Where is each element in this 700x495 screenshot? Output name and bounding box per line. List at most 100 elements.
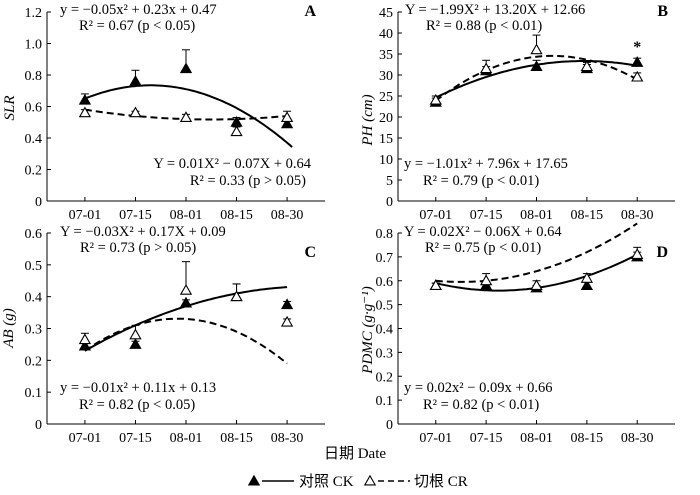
fit-equation-label: R² = 0.82 (p < 0.05) [79,397,195,413]
x-tick-label: 07-01 [419,208,452,223]
panel-label: D [656,244,668,261]
y-tick-label: 0.2 [25,354,43,369]
significance-mark: * [633,39,641,56]
data-point-ck [78,93,92,105]
data-point-cr [580,60,594,72]
x-tick-label: 07-15 [470,208,503,223]
y-tick-label: 0 [386,418,393,433]
fit-equation-label: R² = 0.67 (p < 0.05) [79,18,195,34]
y-tick-label: 0.6 [25,101,43,116]
legend-marker-0 [247,474,261,486]
data-point-cr [280,315,294,327]
data-point-cr [530,43,543,55]
x-tick-label: 08-01 [170,208,203,223]
y-tick-label: 0.6 [376,275,394,290]
panel-b: 0 5 10 15 20 25 30 35 40 45 07-01 07-15 08-01 08-15 08… [360,2,675,223]
data-point-cr [179,111,193,122]
y-tick-label: 0 [35,418,42,433]
data-point-ck [530,60,543,72]
y-tick-label: 0.4 [25,132,43,147]
fit-equation-label: R² = 0.73 (p > 0.05) [80,240,196,256]
y-tick-label: 25 [379,90,393,105]
data-point-cr [429,279,442,290]
data-point-cr [580,272,594,283]
data-point-cr [78,333,92,345]
data-point-ck [179,296,193,308]
data-point-cr [631,70,644,82]
x-tick-label: 08-15 [571,431,604,446]
fit-equation-label: Y = 0.01X² − 0.07X + 0.64 [153,156,311,172]
x-tick-label: 07-01 [419,431,452,446]
x-tick-label: 08-30 [271,208,304,223]
y-tick-label: 0.5 [376,299,394,314]
y-tick-label: 35 [379,48,393,63]
y-tick-label: 1.0 [25,38,43,53]
data-point-ck [179,62,193,74]
data-point-cr [230,290,243,302]
panel-d: 0 0.1 0.2 0.3 0.4 0.5 0.6 0.7 0.8 07-01 07-15 08-01… [360,222,675,446]
y-tick-label: 0.2 [25,164,43,179]
panel-a: 0 0.2 0.4 0.6 0.8 1.0 1.2 07-01 07-15 08-01 08-15 0… [2,2,325,223]
data-point-cr [479,274,493,286]
y-tick-label: 0.5 [25,259,43,274]
y-tick-label: 0.8 [25,69,43,84]
data-point-cr [280,111,294,122]
y-tick-label: 0.3 [25,323,43,338]
data-point-cr [429,93,442,105]
y-axis-label: PDMC (g·g⁻¹) [360,286,376,374]
fit-equation-label: y = −1.01x² + 7.96x + 17.65 [404,156,568,172]
fit-curve-cr [435,54,638,102]
x-tick-label: 07-15 [119,431,152,446]
data-point-cr [530,279,543,290]
x-tick-label: 08-01 [520,431,553,446]
y-axis-label: SLR [2,95,18,120]
y-tick-label: 20 [379,111,393,126]
data-point-cr [179,283,193,295]
x-tick-label: 08-30 [271,431,304,446]
data-point-ck [631,56,644,67]
x-tick-label: 07-01 [69,431,102,446]
data-point-ck [580,279,594,290]
data-point-cr [230,125,243,137]
x-tick-label: 08-30 [621,431,654,446]
fit-equation-label: R² = 0.79 (p < 0.01) [423,173,539,189]
y-tick-label: 0.2 [376,370,394,385]
y-tick-label: 45 [379,6,393,21]
y-tick-label: 30 [379,69,393,84]
x-tick-label: 08-01 [520,208,553,223]
y-tick-label: 0.1 [376,394,394,409]
data-point-cr [129,106,142,118]
x-tick-label: 08-01 [170,431,203,446]
fit-curve-cr [84,317,288,365]
fit-equation-label: Y = 0.02X² − 0.06X + 0.64 [404,224,562,240]
panel-c: 0 0.1 0.2 0.3 0.4 0.5 0.6 07-01 07-15 08-01 08-15 0… [1,224,325,446]
y-tick-label: 0.8 [376,227,394,242]
data-point-ck [280,298,294,310]
data-point-cr [78,106,92,118]
fit-equation-label: y = −0.05x² + 0.23x + 0.47 [60,2,217,18]
x-tick-label: 08-15 [571,208,604,223]
y-axis-label: PH (cm) [360,94,376,146]
y-tick-label: 0.3 [376,346,394,361]
y-tick-label: 0.4 [376,323,394,338]
legend: 对照 CK 切根 CR [247,473,468,490]
fit-equation-label: R² = 0.33 (p > 0.05) [190,173,306,189]
fit-equation-label: R² = 0.75 (p < 0.01) [425,240,541,256]
legend-label: 对照 CK [299,473,354,490]
y-tick-label: 5 [386,174,393,189]
x-axis-label: 日期 Date [324,445,386,462]
y-tick-label: 0.4 [25,291,43,306]
panel-label: B [657,3,668,20]
y-tick-label: 40 [379,27,393,42]
y-tick-label: 0 [35,195,42,210]
fit-curve-cr [435,222,638,283]
data-point-cr [631,248,644,259]
fit-equation-label: R² = 0.82 (p < 0.01) [423,397,539,413]
x-tick-label: 07-01 [69,208,102,223]
panel-label: A [304,3,316,20]
x-tick-label: 07-15 [119,208,152,223]
legend-label: 切根 CR [414,473,468,490]
data-point-ck [129,74,142,86]
